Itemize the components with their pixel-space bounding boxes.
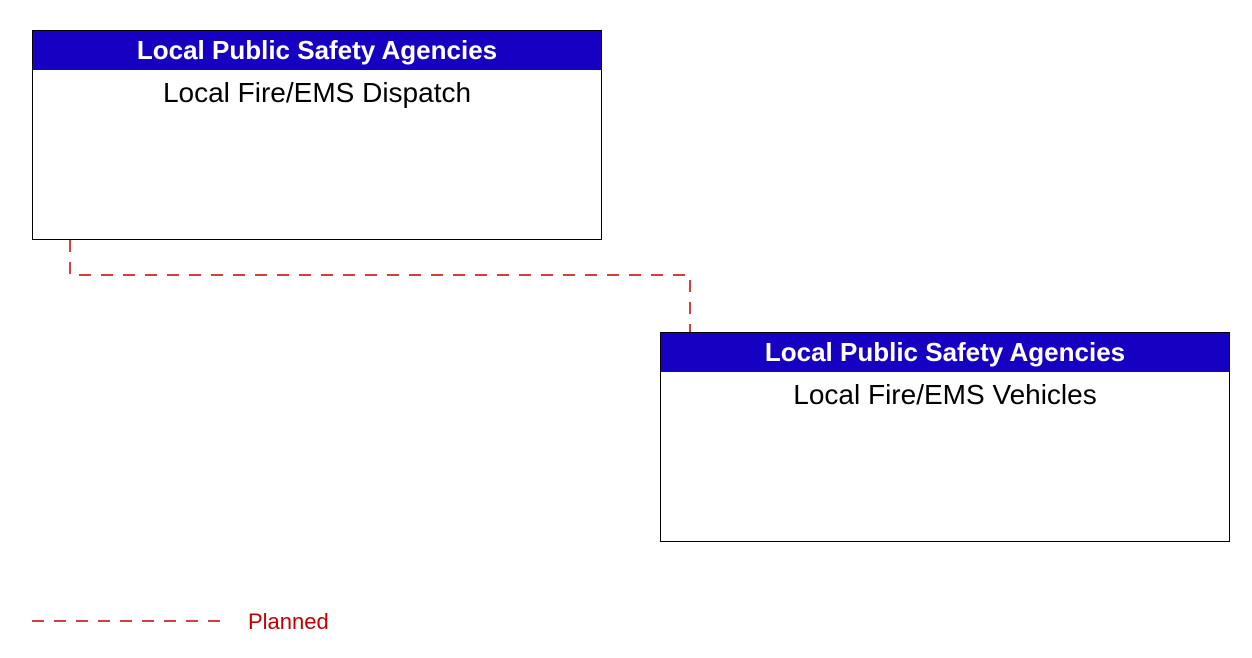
node-vehicles: Local Public Safety Agencies Local Fire/… — [660, 332, 1230, 542]
node-dispatch: Local Public Safety Agencies Local Fire/… — [32, 30, 602, 240]
legend-label: Planned — [248, 609, 329, 635]
edge-dispatch-to-vehicles — [70, 240, 690, 332]
node-vehicles-header: Local Public Safety Agencies — [661, 333, 1229, 372]
node-dispatch-header: Local Public Safety Agencies — [33, 31, 601, 70]
diagram-canvas: Local Public Safety Agencies Local Fire/… — [0, 0, 1252, 658]
node-dispatch-body: Local Fire/EMS Dispatch — [33, 70, 601, 110]
node-vehicles-body: Local Fire/EMS Vehicles — [661, 372, 1229, 412]
